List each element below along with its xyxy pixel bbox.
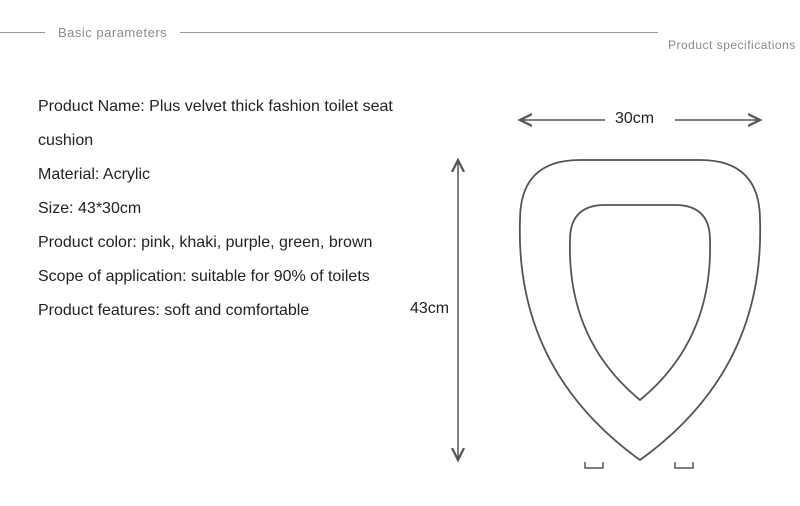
diagram-svg xyxy=(430,70,790,490)
spec-line: Material: Acrylic xyxy=(38,158,408,192)
product-spec-panel: Basic parameters Product specifications … xyxy=(0,0,800,506)
height-label: 43cm xyxy=(410,300,449,318)
spec-line: Product Name: Plus velvet thick fashion … xyxy=(38,90,408,158)
seat-foot-right xyxy=(675,462,693,468)
seat-foot-left xyxy=(585,462,603,468)
spec-line: Product features: soft and comfortable xyxy=(38,294,408,328)
header-line-mid xyxy=(180,32,658,33)
header-right-label: Product specifications xyxy=(668,38,796,52)
spec-line: Scope of application: suitable for 90% o… xyxy=(38,260,408,294)
header-left-label: Basic parameters xyxy=(58,25,167,40)
spec-line: Size: 43*30cm xyxy=(38,192,408,226)
seat-inner-outline xyxy=(570,205,710,400)
width-label: 30cm xyxy=(615,110,654,128)
spec-list: Product Name: Plus velvet thick fashion … xyxy=(38,90,408,328)
dimension-diagram: 30cm 43cm xyxy=(430,70,790,490)
spec-line: Product color: pink, khaki, purple, gree… xyxy=(38,226,408,260)
header-line-left xyxy=(0,32,45,33)
